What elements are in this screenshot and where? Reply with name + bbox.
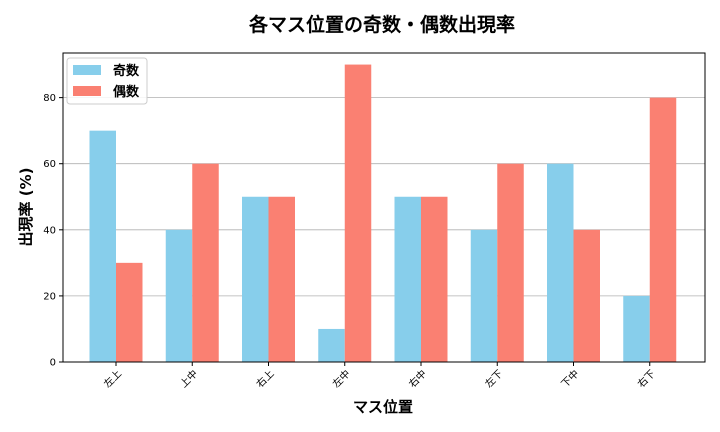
legend-label-odd: 奇数: [113, 63, 140, 79]
bar-even-8: [649, 97, 677, 362]
x-axis-title: マス位置: [353, 398, 413, 416]
bar-even-2: [192, 163, 219, 362]
y-tick-label: 40: [43, 225, 56, 236]
bar-odd-5: [394, 196, 421, 362]
y-tick-label: 60: [43, 159, 56, 170]
bar-even-1: [116, 262, 143, 362]
bar-odd-7: [547, 163, 574, 362]
chart-title: 各マス位置の奇数・偶数出現率: [248, 13, 515, 36]
bar-even-4: [344, 64, 372, 363]
bar-odd-6: [470, 229, 498, 362]
legend-swatch-even: [73, 86, 101, 96]
legend: 奇数 偶数: [66, 57, 148, 105]
bar-odd-8: [623, 295, 650, 362]
bar-odd-2: [165, 229, 193, 362]
bar-even-7: [573, 229, 600, 362]
plot-frame: [62, 52, 706, 363]
legend-label-even: 偶数: [113, 84, 140, 100]
y-axis-title: 出現率 (%): [17, 168, 35, 247]
legend-swatch-odd: [73, 65, 101, 75]
y-axis-ticks: 0 20 40 60 80: [43, 93, 63, 369]
bars: [89, 64, 677, 363]
bar-even-6: [497, 163, 524, 362]
y-tick-label: 0: [50, 358, 56, 369]
bar-odd-1: [89, 130, 116, 362]
bar-odd-3: [242, 196, 269, 362]
y-tick-label: 80: [43, 93, 56, 104]
bar-odd-4: [318, 328, 345, 362]
bar-even-3: [268, 196, 295, 362]
bar-even-5: [421, 196, 448, 362]
y-tick-label: 20: [43, 291, 56, 302]
